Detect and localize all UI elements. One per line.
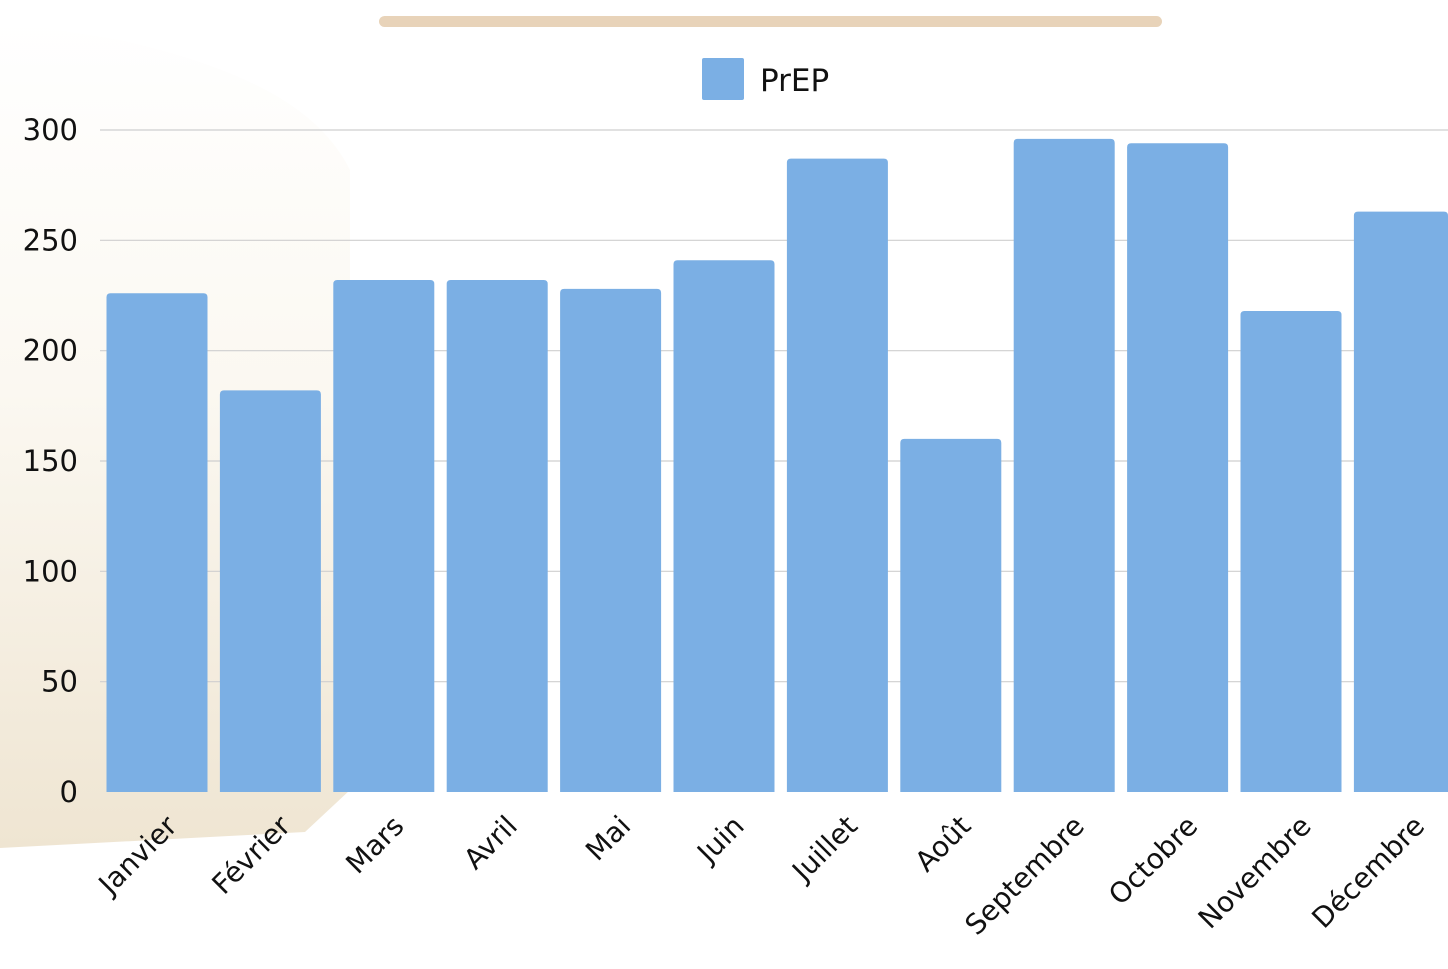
- y-tick-label: 0: [60, 775, 78, 809]
- bar-juillet: [786, 158, 888, 793]
- y-tick-label: 150: [23, 444, 78, 478]
- x-tick-label: Décembre: [1305, 809, 1431, 935]
- x-tick-label: Septembre: [958, 809, 1090, 941]
- bar-septembre: [1013, 138, 1115, 792]
- bar-octobre: [1127, 143, 1229, 793]
- y-tick-label: 100: [23, 554, 78, 588]
- x-tick-label: Mai: [579, 809, 637, 867]
- y-tick-label: 200: [23, 334, 78, 368]
- bar-juin: [673, 260, 775, 792]
- legend-swatch-prep: [702, 58, 744, 100]
- x-tick-label: Octobre: [1102, 809, 1204, 911]
- bar-janvier: [106, 293, 208, 792]
- bar-mai: [560, 288, 662, 792]
- bar-décembre: [1353, 211, 1448, 792]
- y-tick-label: 300: [23, 113, 78, 147]
- legend: PrEP: [702, 58, 829, 100]
- x-axis-category-labels: Janvier Février Mars Avril Mai Juin Juillet Aoû…: [91, 809, 1431, 942]
- y-tick-label: 250: [23, 223, 78, 257]
- x-tick-label: Avril: [457, 809, 524, 876]
- bar-novembre: [1240, 310, 1342, 792]
- bar-février: [219, 390, 321, 792]
- bar-août: [900, 438, 1002, 792]
- top-decorative-rule: [379, 16, 1162, 27]
- y-tick-label: 50: [41, 665, 78, 699]
- x-tick-label: Juillet: [784, 809, 864, 889]
- x-tick-label: Août: [908, 809, 977, 878]
- x-tick-label: Mars: [339, 809, 410, 880]
- y-axis-tick-labels: 0 50 100 150 200 250 300: [23, 113, 78, 809]
- x-tick-label: Novembre: [1192, 809, 1318, 935]
- legend-label-prep: PrEP: [760, 63, 829, 99]
- bar-mars: [333, 280, 435, 792]
- bars: [106, 138, 1448, 793]
- bar-avril: [446, 280, 548, 792]
- x-tick-label: Juin: [689, 809, 750, 870]
